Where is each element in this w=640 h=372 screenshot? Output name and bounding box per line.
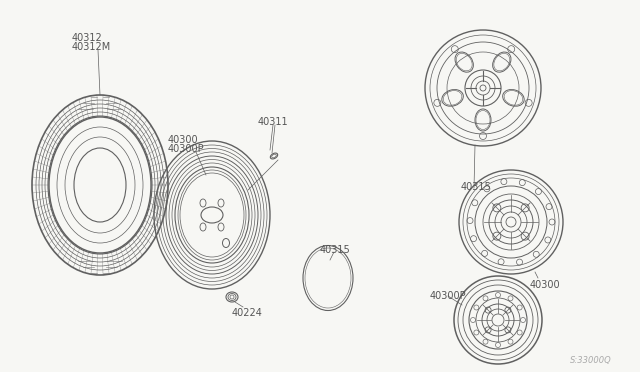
Text: 40300P: 40300P [430, 291, 467, 301]
Text: 40312M: 40312M [72, 42, 111, 52]
Text: 40224: 40224 [232, 308, 263, 318]
Text: S:33000Q: S:33000Q [570, 356, 612, 365]
Text: 40300: 40300 [530, 280, 561, 290]
Text: 40300: 40300 [168, 135, 198, 145]
Text: 40315: 40315 [320, 245, 351, 255]
Text: 40312: 40312 [72, 33, 103, 43]
Text: 40300P: 40300P [168, 144, 205, 154]
Text: 40311: 40311 [258, 117, 289, 127]
Text: 40315: 40315 [461, 182, 492, 192]
